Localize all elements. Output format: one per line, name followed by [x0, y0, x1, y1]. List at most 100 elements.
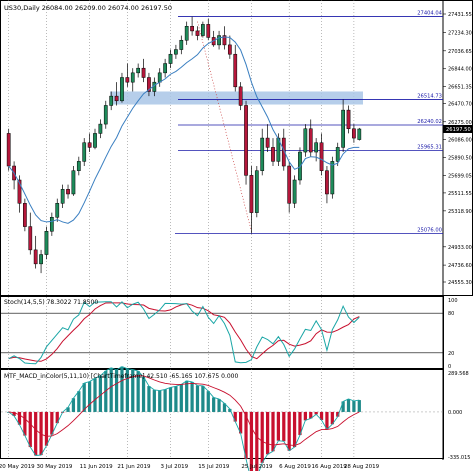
price-tick-label: 24555.30 [448, 280, 472, 286]
macd-bar [77, 391, 81, 412]
macd-bar [28, 411, 32, 448]
macd-bar [152, 389, 156, 412]
current-price-label: 26197.50 [446, 127, 471, 133]
macd-bar [174, 386, 178, 412]
candle-body [357, 128, 362, 140]
candle-body [141, 67, 146, 78]
candle-body [238, 86, 243, 106]
macd-bar [346, 398, 351, 412]
macd-bar [233, 411, 237, 422]
candle-body [103, 105, 108, 125]
candle-body [82, 142, 87, 162]
candle-body [76, 161, 81, 171]
macd-bar [228, 408, 232, 412]
stoch-tick-label: 80 [448, 311, 454, 317]
macd-panel-header: MTF_MACD_inColor(5,11,10) [ChartTimefram… [4, 373, 239, 380]
candle-body [98, 123, 103, 134]
price-tick-label: 25890.50 [448, 156, 472, 162]
price-axis: 27431.55 27234.30 27036.65 26844.00 26651.35… [443, 12, 473, 286]
candle-body [179, 39, 184, 50]
macd-bar [23, 411, 27, 436]
macd-bar [195, 385, 200, 412]
time-axis-label: 15 Jul 2019 [198, 464, 230, 470]
candle-body [60, 189, 65, 204]
candle-body [87, 142, 92, 148]
candle-body [147, 77, 151, 92]
candle-body [201, 24, 205, 36]
candle-body [271, 147, 275, 162]
price-tick-label: 26086.00 [448, 137, 472, 143]
candle-body [335, 147, 340, 162]
candle-body [114, 95, 119, 102]
level-labels: 27404.04 26514.73 26240.02 25965.31 25076.00 [417, 11, 442, 234]
stoch-tick-label: 100 [448, 298, 458, 304]
price-tick-label: 25511.55 [448, 191, 472, 197]
candle-body [190, 26, 194, 32]
candle-body [125, 77, 130, 83]
level-label: 27404.04 [417, 11, 442, 17]
macd-bar [55, 411, 59, 424]
macd-bar [201, 385, 205, 412]
candle-body [330, 161, 335, 195]
macd-bar [206, 391, 210, 412]
price-tick-label: 24933.00 [448, 245, 472, 251]
candle-body [341, 109, 345, 148]
macd-main-line [8, 366, 360, 475]
macd-bar [244, 411, 248, 460]
macd-bar [276, 411, 281, 441]
macd-bar [325, 411, 329, 430]
candle-body [319, 142, 324, 171]
macd-bar [190, 381, 194, 412]
macd-bar [314, 411, 318, 415]
macd-bar [249, 411, 254, 475]
stoch-tick-label: 20 [448, 351, 454, 357]
macd-signal-line [8, 375, 360, 446]
macd-bar [336, 411, 340, 417]
macd-bar [50, 411, 54, 435]
macd-bar [39, 411, 43, 456]
time-axis: 20 May 2019 30 May 2019 11 Jun 2019 21 Jun … [0, 464, 380, 470]
price-tick-label: 25699.05 [448, 173, 472, 179]
macd-bar [136, 371, 140, 412]
time-axis-label: 25 Jul 2019 [241, 464, 273, 470]
level-label: 25076.00 [417, 227, 442, 233]
moving-average-line [8, 36, 360, 224]
candle-body [184, 26, 189, 41]
level-label: 26240.02 [417, 119, 442, 125]
macd-bar [319, 411, 324, 420]
candle-body [314, 142, 319, 153]
trendline [197, 21, 252, 232]
candle-body [233, 53, 238, 88]
macd-bar [282, 411, 286, 442]
price-tick-label: 27234.30 [448, 30, 472, 36]
macd-bar [265, 411, 270, 455]
macd-bar [12, 411, 16, 416]
price-tick-label: 26470.70 [448, 102, 472, 108]
candle-body [195, 30, 200, 36]
macd-tick-label: -335.015 [448, 455, 470, 461]
zone-rect [110, 91, 363, 105]
macd-bar [271, 411, 275, 452]
current-price-box [443, 124, 473, 133]
candle-body [217, 35, 221, 46]
macd-bar [217, 399, 221, 412]
candle-body [346, 109, 351, 130]
macd-bar [93, 378, 97, 412]
macd-bar [168, 387, 173, 412]
macd-bar [255, 411, 259, 475]
time-axis-label: 3 Jul 2019 [161, 464, 189, 470]
macd-bar [34, 411, 38, 456]
macd-bar [185, 380, 189, 412]
candle-body [71, 170, 76, 195]
macd-bar [352, 400, 356, 412]
candle-body [6, 133, 11, 167]
candle-body [298, 151, 302, 181]
candle-body [352, 128, 356, 139]
candle-body [325, 170, 329, 195]
macd-bar [98, 375, 103, 412]
price-tick-label: 27036.65 [448, 49, 472, 55]
macd-tick-label: 289.568 [448, 371, 469, 377]
candle-body [17, 179, 22, 204]
